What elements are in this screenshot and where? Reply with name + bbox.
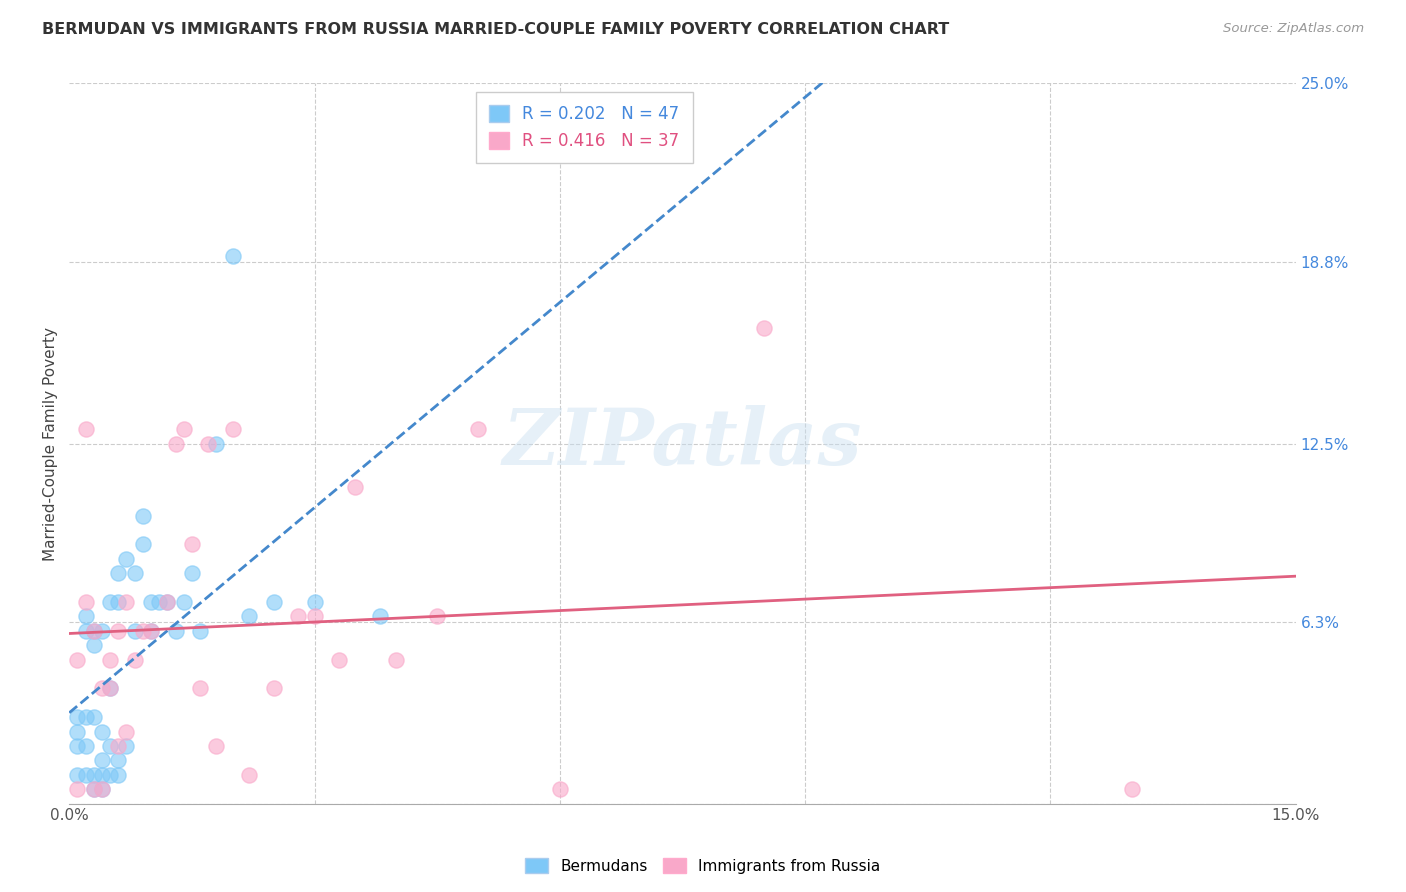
Point: [156, 595, 179, 609]
Point: [107, 739, 129, 753]
Point: [188, 681, 211, 696]
Point: [66, 782, 89, 797]
Point: [107, 768, 129, 782]
Y-axis label: Married-Couple Family Poverty: Married-Couple Family Poverty: [44, 326, 58, 560]
Point: [180, 537, 202, 551]
Point: [98, 681, 121, 696]
Point: [132, 624, 155, 638]
Point: [115, 739, 138, 753]
Text: BERMUDAN VS IMMIGRANTS FROM RUSSIA MARRIED-COUPLE FAMILY POVERTY CORRELATION CHA: BERMUDAN VS IMMIGRANTS FROM RUSSIA MARRI…: [42, 22, 949, 37]
Point: [90, 768, 112, 782]
Point: [83, 624, 105, 638]
Point: [83, 624, 105, 638]
Point: [98, 652, 121, 666]
Point: [132, 537, 155, 551]
Text: Source: ZipAtlas.com: Source: ZipAtlas.com: [1223, 22, 1364, 36]
Point: [132, 508, 155, 523]
Point: [90, 624, 112, 638]
Point: [66, 739, 89, 753]
Point: [197, 436, 219, 450]
Point: [107, 595, 129, 609]
Point: [83, 782, 105, 797]
Point: [165, 624, 187, 638]
Point: [107, 566, 129, 581]
Point: [83, 768, 105, 782]
Point: [75, 595, 97, 609]
Point: [98, 739, 121, 753]
Point: [124, 566, 146, 581]
Point: [205, 436, 228, 450]
Point: [75, 739, 97, 753]
Point: [173, 595, 195, 609]
Point: [1121, 782, 1143, 797]
Point: [173, 422, 195, 436]
Point: [75, 609, 97, 624]
Point: [90, 681, 112, 696]
Point: [75, 768, 97, 782]
Point: [90, 753, 112, 767]
Point: [139, 624, 162, 638]
Point: [90, 782, 112, 797]
Point: [148, 595, 170, 609]
Point: [156, 595, 179, 609]
Point: [66, 652, 89, 666]
Point: [222, 249, 245, 263]
Point: [98, 595, 121, 609]
Point: [124, 624, 146, 638]
Point: [344, 480, 367, 494]
Point: [107, 753, 129, 767]
Point: [180, 566, 202, 581]
Point: [328, 652, 350, 666]
Point: [263, 595, 285, 609]
Point: [263, 681, 285, 696]
Point: [548, 782, 571, 797]
Point: [115, 724, 138, 739]
Point: [467, 422, 489, 436]
Legend: R = 0.202   N = 47, R = 0.416   N = 37: R = 0.202 N = 47, R = 0.416 N = 37: [475, 92, 693, 163]
Point: [115, 551, 138, 566]
Point: [83, 782, 105, 797]
Point: [304, 595, 326, 609]
Point: [90, 782, 112, 797]
Point: [75, 422, 97, 436]
Point: [426, 609, 449, 624]
Point: [107, 624, 129, 638]
Point: [83, 710, 105, 724]
Text: ZIPatlas: ZIPatlas: [503, 405, 862, 482]
Point: [754, 321, 776, 335]
Point: [75, 624, 97, 638]
Point: [139, 595, 162, 609]
Point: [115, 595, 138, 609]
Point: [90, 724, 112, 739]
Point: [66, 768, 89, 782]
Point: [368, 609, 391, 624]
Point: [139, 624, 162, 638]
Point: [188, 624, 211, 638]
Legend: Bermudans, Immigrants from Russia: Bermudans, Immigrants from Russia: [519, 852, 887, 880]
Point: [66, 710, 89, 724]
Point: [83, 638, 105, 652]
Point: [287, 609, 309, 624]
Point: [98, 681, 121, 696]
Point: [222, 422, 245, 436]
Point: [98, 768, 121, 782]
Point: [238, 609, 260, 624]
Point: [124, 652, 146, 666]
Point: [66, 724, 89, 739]
Point: [304, 609, 326, 624]
Point: [165, 436, 187, 450]
Point: [238, 768, 260, 782]
Point: [385, 652, 408, 666]
Point: [205, 739, 228, 753]
Point: [75, 710, 97, 724]
